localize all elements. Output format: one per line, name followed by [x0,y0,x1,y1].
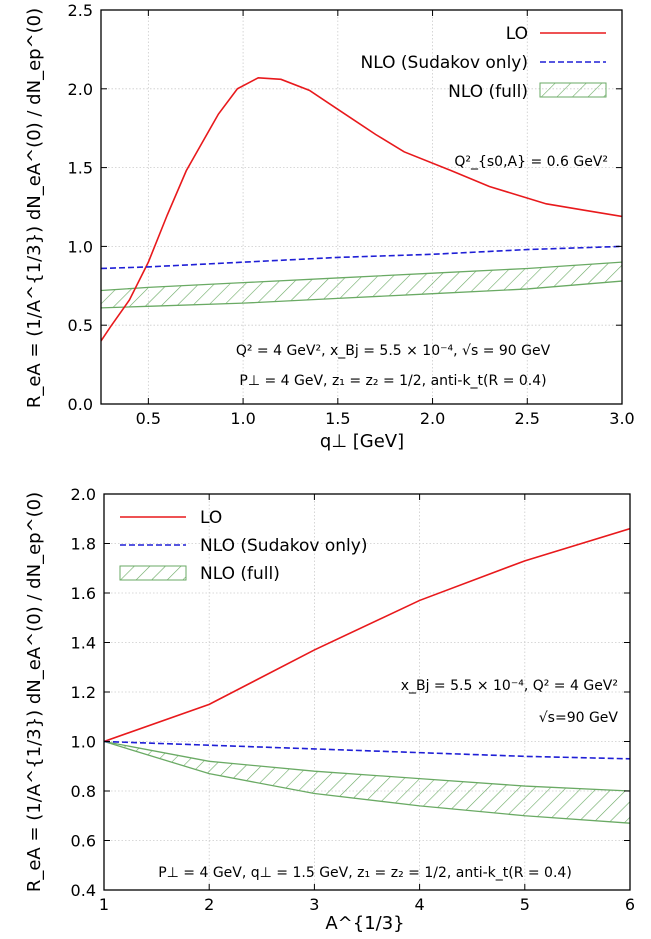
bottom-legend-lo-label: LO [200,508,222,528]
bottom-y-axis-label: R_eA = (1/A^{1/3}) dN_eA^(0) / dN_ep^(0) [24,492,45,892]
bottom-x-tick-label: 6 [625,895,635,914]
bottom-y-tick-label: 1.0 [71,733,96,752]
top-lo-line [101,76,622,342]
top-annotation-kinematics: Q² = 4 GeV², x_Bj = 5.5 × 10⁻⁴, √s = 90 … [236,343,551,359]
top-legend-sudakov-label: NLO (Sudakov only) [361,53,528,73]
bottom-ticks: 1 2 3 4 5 6 0.4 0.6 0.8 1.0 1.2 1.4 1.6 1.8 2.0 [71,485,636,914]
bottom-y-tick-label: 0.6 [71,832,96,851]
top-y-tick-label: 1.5 [68,159,93,178]
top-x-tick-label: 2.5 [515,409,540,428]
top-y-tick-label: 0.5 [68,316,93,335]
top-series [101,76,622,342]
top-y-tick-label: 0.0 [68,395,93,414]
top-legend-lo-label: LO [506,24,528,44]
bottom-legend-sudakov-label: NLO (Sudakov only) [200,536,367,556]
bottom-y-tick-label: 2.0 [71,485,96,504]
top-annotation-qs: Q²_{s0,A} = 0.6 GeV² [454,154,608,170]
bottom-lo-line [104,527,630,743]
bottom-legend-full-label: NLO (full) [200,564,280,584]
top-legend: LO NLO (Sudakov only) NLO (full) [361,24,607,102]
bottom-chart: 1 2 3 4 5 6 0.4 0.6 0.8 1.0 1.2 1.4 1.6 1.8 2.0 LO NLO… [24,485,635,934]
bottom-x-tick-label: 2 [204,895,214,914]
top-annotation-jet: P⊥ = 4 GeV, z₁ = z₂ = 1/2, anti-k_t(R = … [239,373,546,389]
bottom-nlo-sudakov-line [104,740,630,760]
top-nlo-full-upper-edge [101,261,622,292]
bottom-y-tick-label: 1.2 [71,683,96,702]
bottom-x-axis-label: A^{1/3} [325,913,404,934]
bottom-y-tick-label: 1.6 [71,584,96,603]
bottom-nlo-full-band [104,741,630,824]
top-nlo-full-lower-edge [101,280,622,309]
top-x-tick-label: 2.0 [420,409,445,428]
top-x-tick-label: 1.0 [230,409,255,428]
bottom-legend: LO NLO (Sudakov only) NLO (full) [119,508,367,584]
top-x-tick-label: 3.0 [609,409,634,428]
top-x-tick-label: 0.5 [136,409,161,428]
top-ticks: 0.5 1.0 1.5 2.0 2.5 3.0 0.0 0.5 1.0 1.5 2.0 2.5 [68,1,635,428]
bottom-y-tick-label: 1.4 [71,634,96,653]
top-y-tick-label: 2.0 [68,80,93,99]
bottom-series [104,527,630,824]
bottom-annotation-kinematics: x_Bj = 5.5 × 10⁻⁴, Q² = 4 GeV² [401,678,618,694]
top-x-axis-label: q⊥ [GeV] [320,431,404,452]
bottom-legend-full-swatch [119,565,187,581]
bottom-y-tick-label: 0.8 [71,782,96,801]
bottom-y-tick-label: 1.8 [71,535,96,554]
bottom-x-tick-label: 1 [99,895,109,914]
top-y-tick-label: 1.0 [68,237,93,256]
top-y-tick-label: 2.5 [68,1,93,20]
bottom-x-tick-label: 4 [415,895,425,914]
bottom-nlo-full-upper-edge [104,740,630,792]
bottom-nlo-full-lower-edge [104,740,630,824]
bottom-x-tick-label: 3 [309,895,319,914]
bottom-annotation-jet: P⊥ = 4 GeV, q⊥ = 1.5 GeV, z₁ = z₂ = 1/2,… [158,865,572,881]
bottom-annotation-sqrt-s: √s=90 GeV [539,710,619,726]
top-chart: 0.5 1.0 1.5 2.0 2.5 3.0 0.0 0.5 1.0 1.5 2.0 2.5 LO … [24,1,635,452]
top-y-axis-label: R_eA = (1/A^{1/3}) dN_eA^(0) / dN_ep^(0) [24,8,45,408]
top-legend-full-swatch [539,82,607,98]
bottom-x-tick-label: 5 [520,895,530,914]
bottom-y-tick-label: 0.4 [71,881,96,900]
top-nlo-sudakov-line [101,245,622,270]
top-x-tick-label: 1.5 [325,409,350,428]
top-plot-frame [100,9,623,405]
top-nlo-full-band [101,262,622,308]
top-legend-full-label: NLO (full) [448,82,528,102]
